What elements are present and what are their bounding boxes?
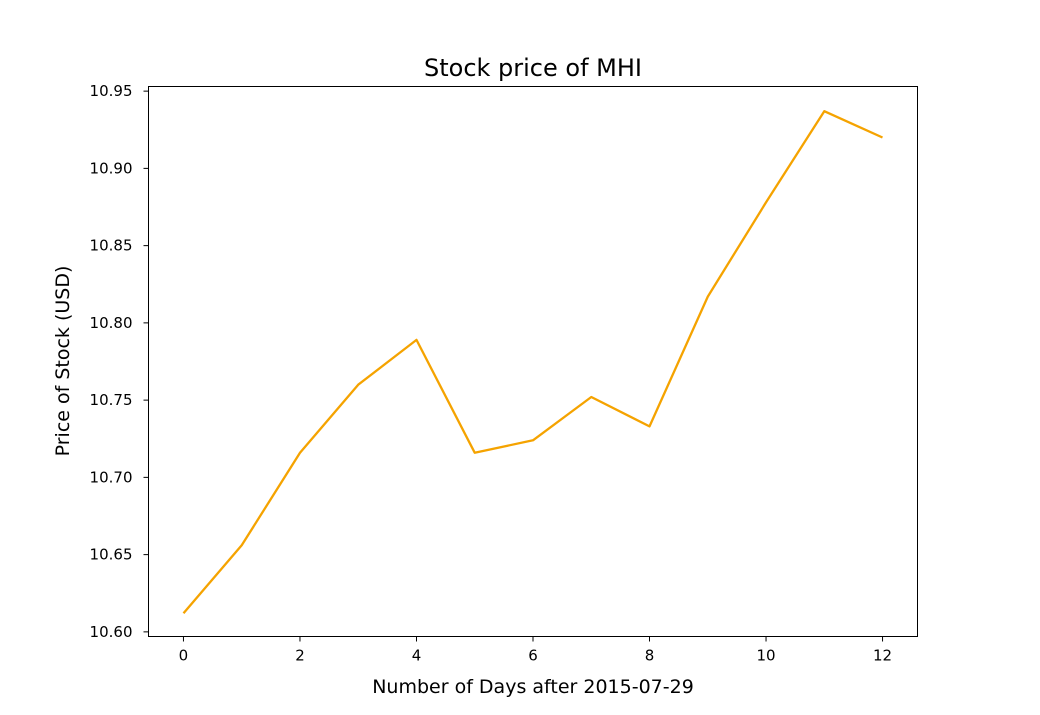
y-tick-label: 10.70 (90, 468, 133, 486)
x-tick-label: 4 (412, 647, 422, 665)
y-tick-label: 10.60 (90, 623, 133, 641)
y-tick-label: 10.75 (90, 391, 133, 409)
series-layer (182, 110, 883, 615)
y-tick-label: 10.95 (90, 82, 133, 100)
x-tick-label: 8 (645, 647, 655, 665)
y-tick-label: 10.85 (90, 237, 133, 255)
chart-title: Stock price of MHI (424, 54, 642, 82)
x-tick-label: 2 (295, 647, 305, 665)
x-tick-label: 0 (179, 647, 189, 665)
y-tick-label: 10.80 (90, 314, 133, 332)
y-tick-label: 10.65 (90, 546, 133, 564)
x-axis: 0 2 4 6 8 10 12 (179, 636, 892, 665)
y-axis-label: Price of Stock (USD) (52, 266, 74, 457)
x-axis-label: Number of Days after 2015-07-29 (372, 676, 694, 698)
y-axis: 10.60 10.65 10.70 10.75 10.80 10.85 10.90 10.95 (90, 82, 149, 641)
x-tick-label: 12 (873, 647, 892, 665)
x-tick-label: 10 (756, 647, 775, 665)
plot-area-frame (148, 86, 918, 637)
x-tick-label: 6 (528, 647, 538, 665)
y-tick-label: 10.90 (90, 159, 133, 177)
series-line (182, 110, 883, 615)
